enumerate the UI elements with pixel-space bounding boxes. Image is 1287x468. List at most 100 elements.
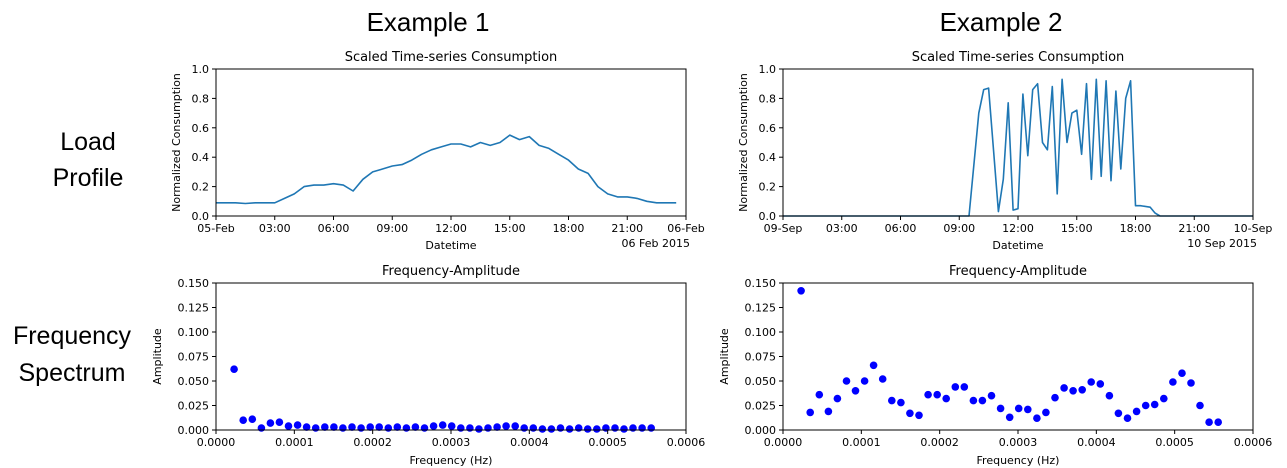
x-tick-label: 0.0004 — [1077, 436, 1116, 449]
data-point — [797, 287, 805, 295]
x-axis-label: Frequency (Hz) — [410, 454, 493, 467]
data-point — [1114, 409, 1123, 418]
data-point — [1205, 418, 1213, 427]
data-point — [1078, 386, 1086, 394]
x-tick-label: 21:00 — [1178, 222, 1210, 235]
x-tick-label: 12:00 — [1002, 222, 1034, 235]
data-point — [647, 424, 655, 432]
data-point — [1123, 414, 1132, 423]
series-line — [783, 78, 1253, 217]
y-tick-label: 0.0 — [192, 210, 210, 223]
x-axis-label: Datetime — [425, 239, 476, 252]
x-tick-label: 09:00 — [376, 222, 408, 235]
x-tick-label: 0.0003 — [432, 436, 471, 449]
data-point — [583, 425, 592, 433]
y-tick-label: 1.0 — [759, 63, 777, 76]
data-point — [824, 407, 833, 416]
data-point — [951, 383, 960, 391]
y-tick-label: 0.6 — [759, 122, 777, 135]
chart-title: Frequency-Amplitude — [382, 264, 520, 279]
data-point — [1160, 394, 1168, 403]
data-point — [284, 422, 293, 430]
data-point — [878, 375, 887, 383]
data-point — [538, 425, 547, 433]
x-tick-label: 15:00 — [494, 222, 526, 235]
plot-frame — [215, 68, 687, 217]
x-tick-label: 0.0000 — [197, 436, 236, 449]
data-point — [842, 377, 851, 385]
y-tick-label: 1.0 — [192, 63, 210, 76]
data-point — [375, 423, 384, 431]
data-point — [447, 422, 456, 430]
x-tick-label: 0.0003 — [999, 436, 1038, 449]
data-point — [302, 423, 311, 431]
x-tick-label: 15:00 — [1061, 222, 1093, 235]
data-point — [1096, 380, 1105, 388]
y-tick-label: 0.000 — [178, 424, 210, 437]
chart-1: 05-Feb 03:00 06:00 09:00 12:00 15:00 18:00 21:0… — [170, 50, 705, 252]
data-point — [806, 408, 814, 417]
data-point — [602, 424, 610, 432]
data-point — [502, 422, 510, 430]
data-point — [869, 361, 878, 370]
y-tick-label: 0.000 — [745, 424, 777, 437]
x-tick-label: 0.0005 — [588, 436, 627, 449]
y-axis-label: Normalized Consumption — [737, 73, 750, 212]
data-point — [475, 425, 483, 433]
data-point — [384, 424, 393, 432]
data-point — [547, 425, 556, 433]
chart-3: 0.0000 0.0001 0.0002 0.0003 0.0004 0.0005 0.00… — [151, 264, 705, 467]
x-tick-label: 09:00 — [943, 222, 975, 235]
data-point — [1169, 378, 1177, 386]
x-tick-label: 0.0004 — [510, 436, 549, 449]
data-point — [924, 390, 932, 399]
data-point — [1132, 407, 1141, 416]
data-point — [942, 394, 950, 403]
data-point — [593, 425, 601, 433]
x-tick-label: 18:00 — [1120, 222, 1152, 235]
data-point — [996, 404, 1005, 413]
data-point — [815, 390, 824, 399]
y-axis-label: Amplitude — [718, 328, 731, 385]
data-point — [311, 424, 320, 432]
data-point — [248, 415, 257, 424]
chart-title: Scaled Time-series Consumption — [345, 50, 558, 65]
data-point — [411, 423, 420, 431]
plot-frame — [215, 282, 687, 431]
x-tick-label: 0.0006 — [667, 436, 706, 449]
y-tick-label: 0.2 — [759, 181, 777, 194]
row-label-frequency-line2: Spectrum — [19, 359, 126, 387]
data-point — [520, 424, 528, 432]
data-point — [611, 424, 619, 432]
x-tick-label: 06:00 — [318, 222, 350, 235]
x-tick-label: 0.0001 — [275, 436, 314, 449]
y-tick-label: 0.6 — [192, 122, 210, 135]
data-point — [978, 396, 987, 405]
y-tick-label: 0.125 — [745, 302, 777, 315]
data-point — [1069, 387, 1077, 395]
data-point — [1105, 391, 1114, 400]
data-point — [1060, 384, 1068, 392]
x-axis-label: Datetime — [992, 239, 1043, 252]
data-point — [321, 423, 329, 431]
data-point — [438, 421, 447, 429]
data-point — [466, 424, 474, 432]
column-heading-example-2: Example 2 — [940, 7, 1063, 37]
data-point — [239, 416, 247, 425]
data-point — [638, 424, 646, 432]
y-tick-label: 0.0 — [759, 210, 777, 223]
y-tick-label: 0.100 — [178, 326, 210, 339]
data-point — [484, 424, 492, 432]
y-tick-label: 0.2 — [192, 181, 210, 194]
data-point — [851, 387, 860, 395]
x-tick-label: 03:00 — [259, 222, 291, 235]
x-tick-label: 12:00 — [435, 222, 467, 235]
chart-title: Scaled Time-series Consumption — [912, 50, 1125, 65]
data-point — [457, 424, 465, 432]
row-label-frequency-line1: Frequency — [13, 322, 132, 350]
data-point — [897, 398, 905, 407]
row-label-load-line1: Load — [60, 128, 116, 156]
data-point — [1187, 379, 1195, 387]
data-point — [629, 424, 637, 432]
